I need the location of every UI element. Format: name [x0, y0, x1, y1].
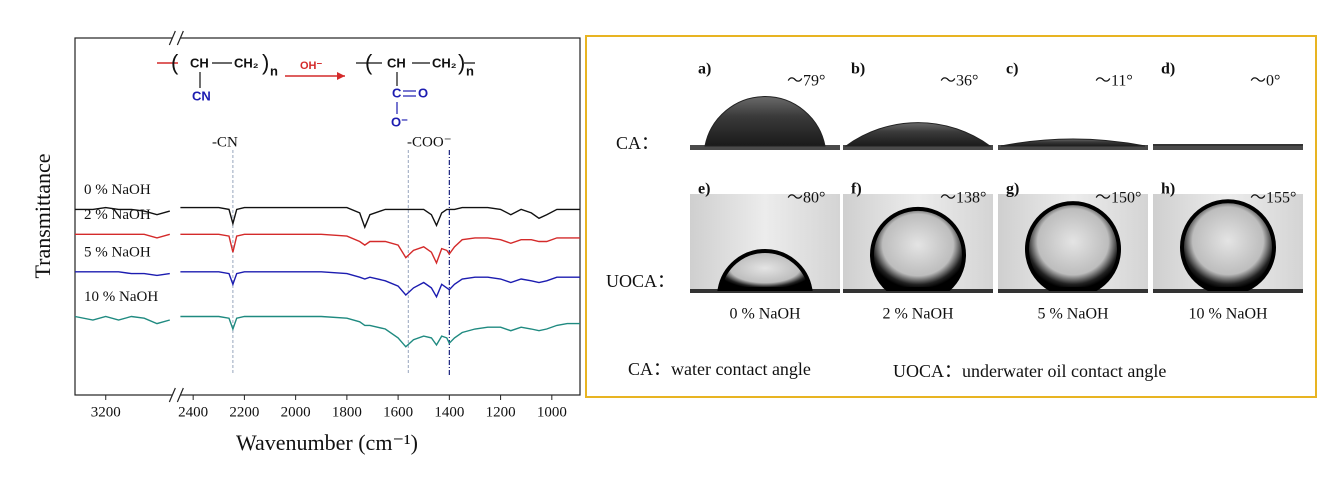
axis-break-mark	[176, 30, 184, 46]
panel-letter: f)	[851, 181, 862, 198]
scheme-o: O	[418, 85, 428, 100]
substrate	[998, 145, 1148, 150]
series-label: 10 % NaOH	[84, 289, 158, 305]
droplet	[717, 249, 813, 291]
angle-label: ～150°	[1095, 190, 1141, 207]
droplet	[1153, 144, 1303, 146]
series-label: 0 % NaOH	[84, 182, 151, 198]
angle-label: ～0°	[1250, 73, 1280, 90]
panel-frame	[585, 35, 1317, 398]
x-tick-label: 3200	[91, 404, 121, 420]
arrowhead	[337, 72, 345, 80]
angle-label: ～79°	[787, 73, 825, 90]
scheme-ch2: CH₂	[234, 55, 259, 70]
axis-break-gap	[172, 392, 181, 398]
spectrum-line	[75, 206, 580, 230]
x-tick-label: 2400	[178, 404, 208, 420]
x-tick-label: 1000	[537, 404, 567, 420]
caption: 0 % NaOH	[729, 306, 801, 323]
scheme-ch: CH	[387, 55, 406, 70]
caption: 2 % NaOH	[882, 306, 954, 323]
series-label: 2 % NaOH	[84, 207, 151, 223]
bracket: (	[365, 50, 373, 75]
row-label: CA：	[616, 133, 659, 153]
angle-label: ～138°	[940, 190, 986, 207]
reference-label: -COO⁻	[407, 134, 452, 150]
mask	[382, 55, 412, 71]
scheme-n: n	[466, 63, 474, 78]
axis-break-mark	[176, 387, 184, 403]
scheme-ch2: CH₂	[432, 55, 457, 70]
droplet	[1180, 199, 1276, 291]
axis-break-gap	[172, 35, 181, 41]
caption: 10 % NaOH	[1188, 306, 1268, 323]
angle-label: ～11°	[1095, 73, 1133, 90]
panel-letter: h)	[1161, 181, 1175, 198]
panel-letter: e)	[698, 181, 710, 198]
panel-letter: d)	[1161, 61, 1175, 78]
spectrum-line	[75, 271, 580, 299]
bracket: )	[262, 50, 269, 75]
x-tick-label: 2000	[281, 404, 311, 420]
x-tick-label: 1200	[486, 404, 516, 420]
panel-letter: a)	[698, 61, 711, 78]
legend-text: CA：water contact angle	[628, 359, 811, 379]
reaction-scheme: ( CH CH₂ ) n CN OH⁻ ( CH CH₂ ) n C O O⁻	[157, 50, 475, 129]
panel-letter: g)	[1006, 181, 1019, 198]
plot-frame	[74, 37, 581, 396]
bracket: (	[171, 50, 179, 75]
scheme-reagent: OH⁻	[300, 60, 323, 72]
angle-label: ～36°	[940, 73, 978, 90]
legend-text: UOCA：underwater oil contact angle	[893, 361, 1166, 381]
angle-label: ～155°	[1250, 190, 1296, 207]
scheme-ch: CH	[190, 55, 209, 70]
x-tick-label: 2200	[229, 404, 259, 420]
droplet	[1000, 138, 1146, 147]
panel-letter: b)	[851, 61, 865, 78]
scheme-o-minus: O⁻	[391, 114, 408, 129]
angle-label: ～80°	[787, 190, 825, 207]
droplet	[844, 122, 992, 147]
droplet	[704, 96, 826, 147]
droplet	[870, 206, 966, 291]
row-label: UOCA：	[606, 271, 675, 291]
x-tick-label: 1600	[383, 404, 413, 420]
series-label: 5 % NaOH	[84, 244, 151, 260]
spectrum-line	[74, 315, 580, 348]
x-axis-title: Wavenumber (cm⁻¹)	[236, 430, 418, 455]
droplet	[1025, 201, 1121, 291]
mask	[430, 55, 464, 71]
panel-letter: c)	[1006, 61, 1018, 78]
scheme-c: C	[392, 85, 402, 100]
x-tick-label: 1800	[332, 404, 362, 420]
scheme-n: n	[270, 63, 278, 78]
x-tick-label: 1400	[434, 404, 464, 420]
substrate	[690, 145, 840, 150]
contact-angle-panel: CA： a) ～79° b) ～36° c) ～11° d) ～0° UOCA： e) ～80° f) ～…	[606, 61, 1303, 381]
spectrum-line	[75, 233, 580, 265]
reference-label: -CN	[212, 134, 238, 150]
bracket: )	[458, 50, 465, 75]
caption: 5 % NaOH	[1037, 306, 1109, 323]
axis-break-mark	[168, 387, 176, 403]
y-axis-title: Transmittance	[30, 153, 55, 278]
substrate	[1153, 145, 1303, 150]
axis-break-mark	[168, 30, 176, 46]
scheme-cn: CN	[192, 88, 211, 103]
substrate	[843, 145, 993, 150]
